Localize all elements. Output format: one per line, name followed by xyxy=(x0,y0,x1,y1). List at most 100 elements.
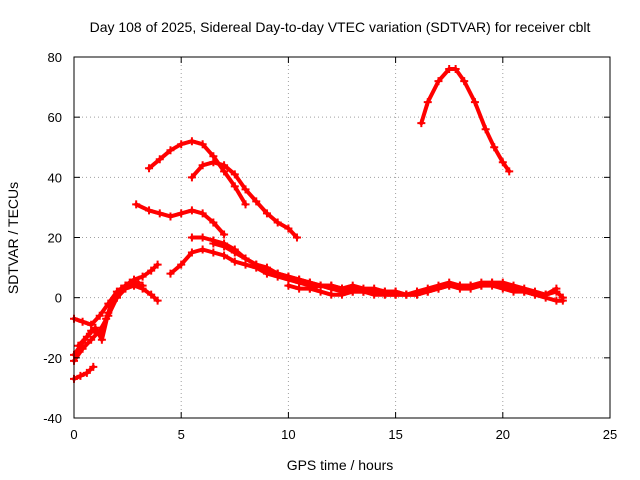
data-point xyxy=(76,371,85,380)
data-point xyxy=(145,206,154,215)
data-point xyxy=(262,209,271,218)
data-point xyxy=(230,170,239,179)
data-point xyxy=(82,332,91,341)
data-point xyxy=(505,167,514,176)
data-point xyxy=(198,233,207,242)
y-tick-label: 0 xyxy=(55,291,62,306)
data-point xyxy=(327,290,336,299)
data-point xyxy=(423,287,432,296)
data-point xyxy=(241,254,250,263)
data-point xyxy=(490,143,499,152)
data-point xyxy=(132,200,141,209)
data-point xyxy=(434,284,443,293)
data-point xyxy=(155,155,164,164)
data-point xyxy=(359,284,368,293)
data-point xyxy=(273,269,282,278)
data-point xyxy=(91,323,100,332)
data-point xyxy=(177,140,186,149)
data-point xyxy=(230,257,239,266)
x-tick-label: 5 xyxy=(178,427,185,442)
data-point xyxy=(209,248,218,257)
x-tick-label: 25 xyxy=(603,427,617,442)
data-point xyxy=(198,161,207,170)
data-point xyxy=(481,125,490,134)
y-tick-label: -20 xyxy=(43,351,62,366)
data-point xyxy=(166,212,175,221)
y-axis-label: SDTVAR / TECUs xyxy=(5,182,21,294)
data-point xyxy=(417,119,426,128)
data-point xyxy=(348,281,357,290)
data-point xyxy=(262,263,271,272)
data-point xyxy=(273,218,282,227)
data-point xyxy=(284,224,293,233)
data-point xyxy=(338,284,346,293)
data-point xyxy=(187,173,196,182)
data-point xyxy=(187,137,196,146)
data-point xyxy=(423,98,432,107)
series-arc-15 xyxy=(413,281,561,299)
data-point xyxy=(166,146,175,155)
data-point xyxy=(147,290,156,299)
x-axis-label: GPS time / hours xyxy=(287,457,394,473)
x-tick-label: 20 xyxy=(496,427,510,442)
data-point xyxy=(104,308,113,317)
data-point xyxy=(145,164,154,173)
data-point xyxy=(295,284,304,293)
y-tick-label: -40 xyxy=(43,411,62,426)
y-tick-label: 20 xyxy=(48,231,62,246)
data-point xyxy=(327,281,336,290)
data-point xyxy=(316,281,325,290)
data-point xyxy=(198,140,207,149)
y-tick-label: 40 xyxy=(48,170,62,185)
data-point xyxy=(89,362,98,371)
data-point xyxy=(138,272,147,281)
data-point xyxy=(241,200,250,209)
data-point xyxy=(78,317,87,326)
data-point xyxy=(220,251,229,260)
data-point xyxy=(153,260,162,269)
data-point xyxy=(413,287,422,296)
data-point xyxy=(455,284,464,293)
data-point xyxy=(470,98,479,107)
data-point xyxy=(87,335,96,344)
series-arc-5 xyxy=(74,281,147,350)
data-point xyxy=(466,284,475,293)
data-point xyxy=(509,287,518,296)
data-point xyxy=(445,281,454,290)
data-point xyxy=(198,209,207,218)
data-point xyxy=(209,218,218,227)
data-point xyxy=(209,158,218,167)
data-point xyxy=(121,284,130,293)
series-arc-8 xyxy=(187,158,301,242)
data-point xyxy=(305,284,314,293)
data-point xyxy=(241,185,250,194)
data-point xyxy=(209,239,218,248)
series-layer xyxy=(70,65,567,383)
x-tick-label: 0 xyxy=(70,427,77,442)
x-tick-label: 10 xyxy=(281,427,295,442)
data-point xyxy=(220,161,229,170)
data-point xyxy=(520,287,529,296)
data-point xyxy=(153,296,162,305)
data-point xyxy=(95,311,104,320)
data-point xyxy=(74,341,83,350)
series-line xyxy=(72,364,96,381)
data-point xyxy=(130,281,139,290)
data-point xyxy=(147,266,156,275)
data-point xyxy=(498,284,507,293)
data-point xyxy=(220,242,229,251)
data-point xyxy=(284,281,293,290)
data-point xyxy=(477,281,486,290)
data-point xyxy=(97,335,106,344)
data-point xyxy=(187,206,196,215)
data-point xyxy=(488,281,497,290)
data-point xyxy=(434,77,443,86)
data-point xyxy=(498,158,507,167)
data-point xyxy=(284,272,293,281)
data-point xyxy=(166,269,175,278)
data-point xyxy=(541,290,550,299)
y-tick-label: 60 xyxy=(48,110,62,125)
data-point xyxy=(391,290,400,299)
